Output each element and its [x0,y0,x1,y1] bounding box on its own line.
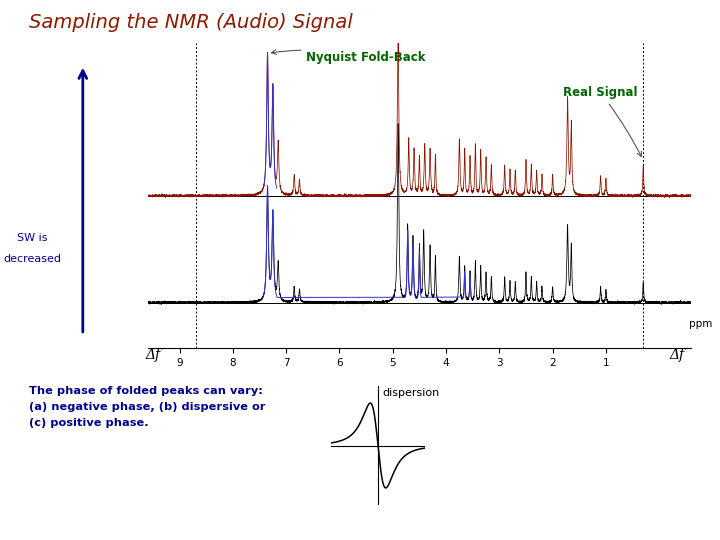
Text: (c) positive phase.: (c) positive phase. [29,418,148,429]
Text: dispersion: dispersion [382,388,439,398]
Text: Δf: Δf [145,348,161,362]
Text: Real Signal: Real Signal [563,86,642,157]
Text: decreased: decreased [4,254,61,264]
Text: The phase of folded peaks can vary:: The phase of folded peaks can vary: [29,386,263,396]
Text: SW is: SW is [17,233,48,242]
Text: Δf: Δf [669,348,685,362]
Text: ppm: ppm [688,319,712,329]
Text: (a) negative phase, (b) dispersive or: (a) negative phase, (b) dispersive or [29,402,265,413]
Text: Sampling the NMR (Audio) Signal: Sampling the NMR (Audio) Signal [29,14,353,32]
Text: Nyquist Fold-Back: Nyquist Fold-Back [271,50,426,64]
